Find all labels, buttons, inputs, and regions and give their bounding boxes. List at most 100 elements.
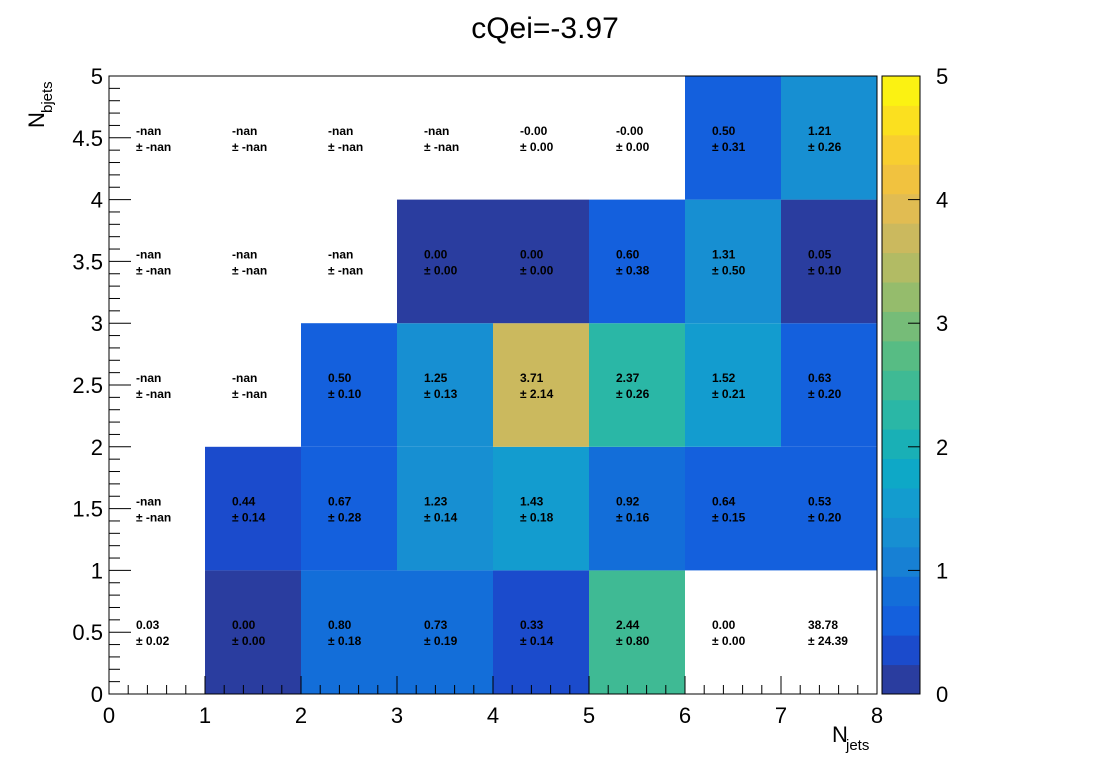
x-axis-title-sub: jets xyxy=(845,737,869,754)
heatmap-cell xyxy=(397,446,493,571)
y-tick-label: 3.5 xyxy=(72,249,103,274)
heatmap-cell xyxy=(205,446,301,571)
x-axis: 0 1 2 3 4 5 6 7 8 xyxy=(103,676,883,728)
color-scale-swatch xyxy=(882,282,920,312)
color-scale-tick-label: 3 xyxy=(936,311,948,336)
y-tick-label: 2.5 xyxy=(72,373,103,398)
cell-error-label: ± 0.00 xyxy=(712,634,746,648)
cell-error-label: ± -nan xyxy=(232,263,267,277)
cell-error-label: ± 0.26 xyxy=(808,140,842,154)
color-scale-swatch xyxy=(882,664,920,695)
color-scale-swatch xyxy=(882,76,920,106)
cell-error-label: ± 0.00 xyxy=(520,263,554,277)
cell-value-label: 1.31 xyxy=(712,247,736,261)
cell-error-label: ± -nan xyxy=(328,140,363,154)
cell-error-label: ± 0.10 xyxy=(808,263,842,277)
cell-error-label: ± -nan xyxy=(424,140,459,154)
x-tick-label: 8 xyxy=(871,703,883,728)
heatmap-cell xyxy=(781,199,877,324)
y-tick-label: 1.5 xyxy=(72,497,103,522)
color-scale-swatch xyxy=(882,340,920,371)
cell-error-label: ± 0.00 xyxy=(232,634,266,648)
cell-error-label: ± 0.26 xyxy=(616,387,650,401)
cell-error-label: ± 0.20 xyxy=(808,387,842,401)
x-tick-label: 3 xyxy=(391,703,403,728)
cell-value-label: -nan xyxy=(328,247,353,261)
cell-value-label: 1.43 xyxy=(520,495,544,509)
x-tick-label: 2 xyxy=(295,703,307,728)
heatmap-cell xyxy=(493,446,589,571)
cell-error-label: ± 2.14 xyxy=(520,387,554,401)
color-scale-tick-label: 4 xyxy=(936,188,948,213)
heatmap-cell xyxy=(205,570,301,694)
color-scale-swatch xyxy=(882,429,920,460)
x-axis-title: N jets xyxy=(832,722,869,754)
heatmap-cell xyxy=(685,76,781,200)
cell-error-label: ± -nan xyxy=(136,387,171,401)
cell-error-label: ± 0.10 xyxy=(328,387,362,401)
cell-error-label: ± -nan xyxy=(136,263,171,277)
cell-value-label: 1.21 xyxy=(808,124,832,138)
cell-value-label: -0.00 xyxy=(616,124,644,138)
x-tick-label: 7 xyxy=(775,703,787,728)
cell-labels: 0.03 ± 0.02 0.00 ± 0.00 0.80 ± 0.18 0.73 ± 0.19… xyxy=(136,124,848,648)
cell-value-label: 0.50 xyxy=(712,124,736,138)
color-scale-swatch xyxy=(882,164,920,195)
cell-value-label: -nan xyxy=(136,247,161,261)
color-scale-swatch xyxy=(882,399,920,430)
cell-error-label: ± -nan xyxy=(328,263,363,277)
cell-error-label: ± 0.31 xyxy=(712,140,746,154)
cell-error-label: ± 0.80 xyxy=(616,634,650,648)
heatmap-cell xyxy=(493,323,589,447)
y-axis-title: N bjets xyxy=(24,81,56,128)
heatmap-cell xyxy=(685,446,781,571)
heatmap-cell xyxy=(589,570,685,694)
color-scale-swatch xyxy=(882,546,920,577)
y-axis: 0 0.5 1 1.5 2 2.5 3 3.5 4 4.5 5 xyxy=(72,64,131,707)
cell-value-label: 0.64 xyxy=(712,495,736,509)
color-scale-swatch xyxy=(882,105,920,136)
color-scale-axis: 0 1 2 3 4 5 xyxy=(908,64,948,707)
cell-value-label: 0.00 xyxy=(520,247,544,261)
cell-error-label: ± 0.18 xyxy=(520,511,554,525)
color-scale-swatch xyxy=(882,488,920,518)
color-scale-tick-label: 0 xyxy=(936,682,948,707)
cell-value-label: 0.00 xyxy=(232,618,256,632)
heatmap-cell xyxy=(781,446,877,571)
y-tick-label: 0 xyxy=(91,682,103,707)
heatmap-cell xyxy=(589,323,685,447)
cell-error-label: ± 24.39 xyxy=(808,634,848,648)
y-axis-title-sub: bjets xyxy=(39,81,56,113)
x-tick-label: 0 xyxy=(103,703,115,728)
cell-error-label: ± -nan xyxy=(136,140,171,154)
x-tick-label: 5 xyxy=(583,703,595,728)
color-scale-swatch xyxy=(882,517,920,548)
cell-error-label: ± 0.14 xyxy=(232,511,266,525)
color-scale-swatch xyxy=(882,605,920,636)
heatmap-cell xyxy=(589,446,685,571)
heatmap-cell xyxy=(493,570,589,694)
color-scale-tick-label: 5 xyxy=(936,64,948,89)
cell-value-label: 0.44 xyxy=(232,495,256,509)
heatmap-cell xyxy=(301,446,397,571)
cell-error-label: ± 0.50 xyxy=(712,263,746,277)
cell-error-label: ± -nan xyxy=(136,511,171,525)
cell-error-label: ± 0.00 xyxy=(424,263,458,277)
heatmap-cells xyxy=(205,76,877,694)
cell-error-label: ± 0.20 xyxy=(808,511,842,525)
heatmap-cell xyxy=(685,199,781,324)
cell-value-label: -0.00 xyxy=(520,124,548,138)
y-tick-label: 0.5 xyxy=(72,620,103,645)
cell-value-label: 2.44 xyxy=(616,618,640,632)
y-tick-label: 4.5 xyxy=(72,126,103,151)
cell-value-label: -nan xyxy=(424,124,449,138)
x-tick-label: 4 xyxy=(487,703,499,728)
heatmap-cell xyxy=(397,570,493,694)
heatmap-cell xyxy=(301,323,397,447)
color-scale-frame xyxy=(881,75,921,695)
cell-value-label: 0.67 xyxy=(328,495,352,509)
cell-error-label: ± 0.02 xyxy=(136,634,170,648)
cell-error-label: ± 0.13 xyxy=(424,387,458,401)
y-tick-label: 3 xyxy=(91,311,103,336)
